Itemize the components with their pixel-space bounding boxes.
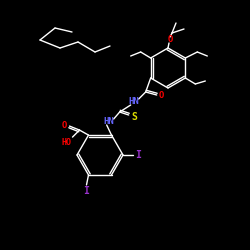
Text: HN: HN bbox=[128, 98, 139, 106]
Text: HN: HN bbox=[103, 118, 114, 126]
Text: I: I bbox=[135, 150, 141, 160]
Text: O: O bbox=[167, 34, 173, 43]
Text: I: I bbox=[84, 186, 89, 196]
Text: HO: HO bbox=[62, 138, 72, 146]
Text: O: O bbox=[62, 120, 67, 130]
Text: O: O bbox=[159, 90, 164, 100]
Text: S: S bbox=[132, 112, 138, 122]
